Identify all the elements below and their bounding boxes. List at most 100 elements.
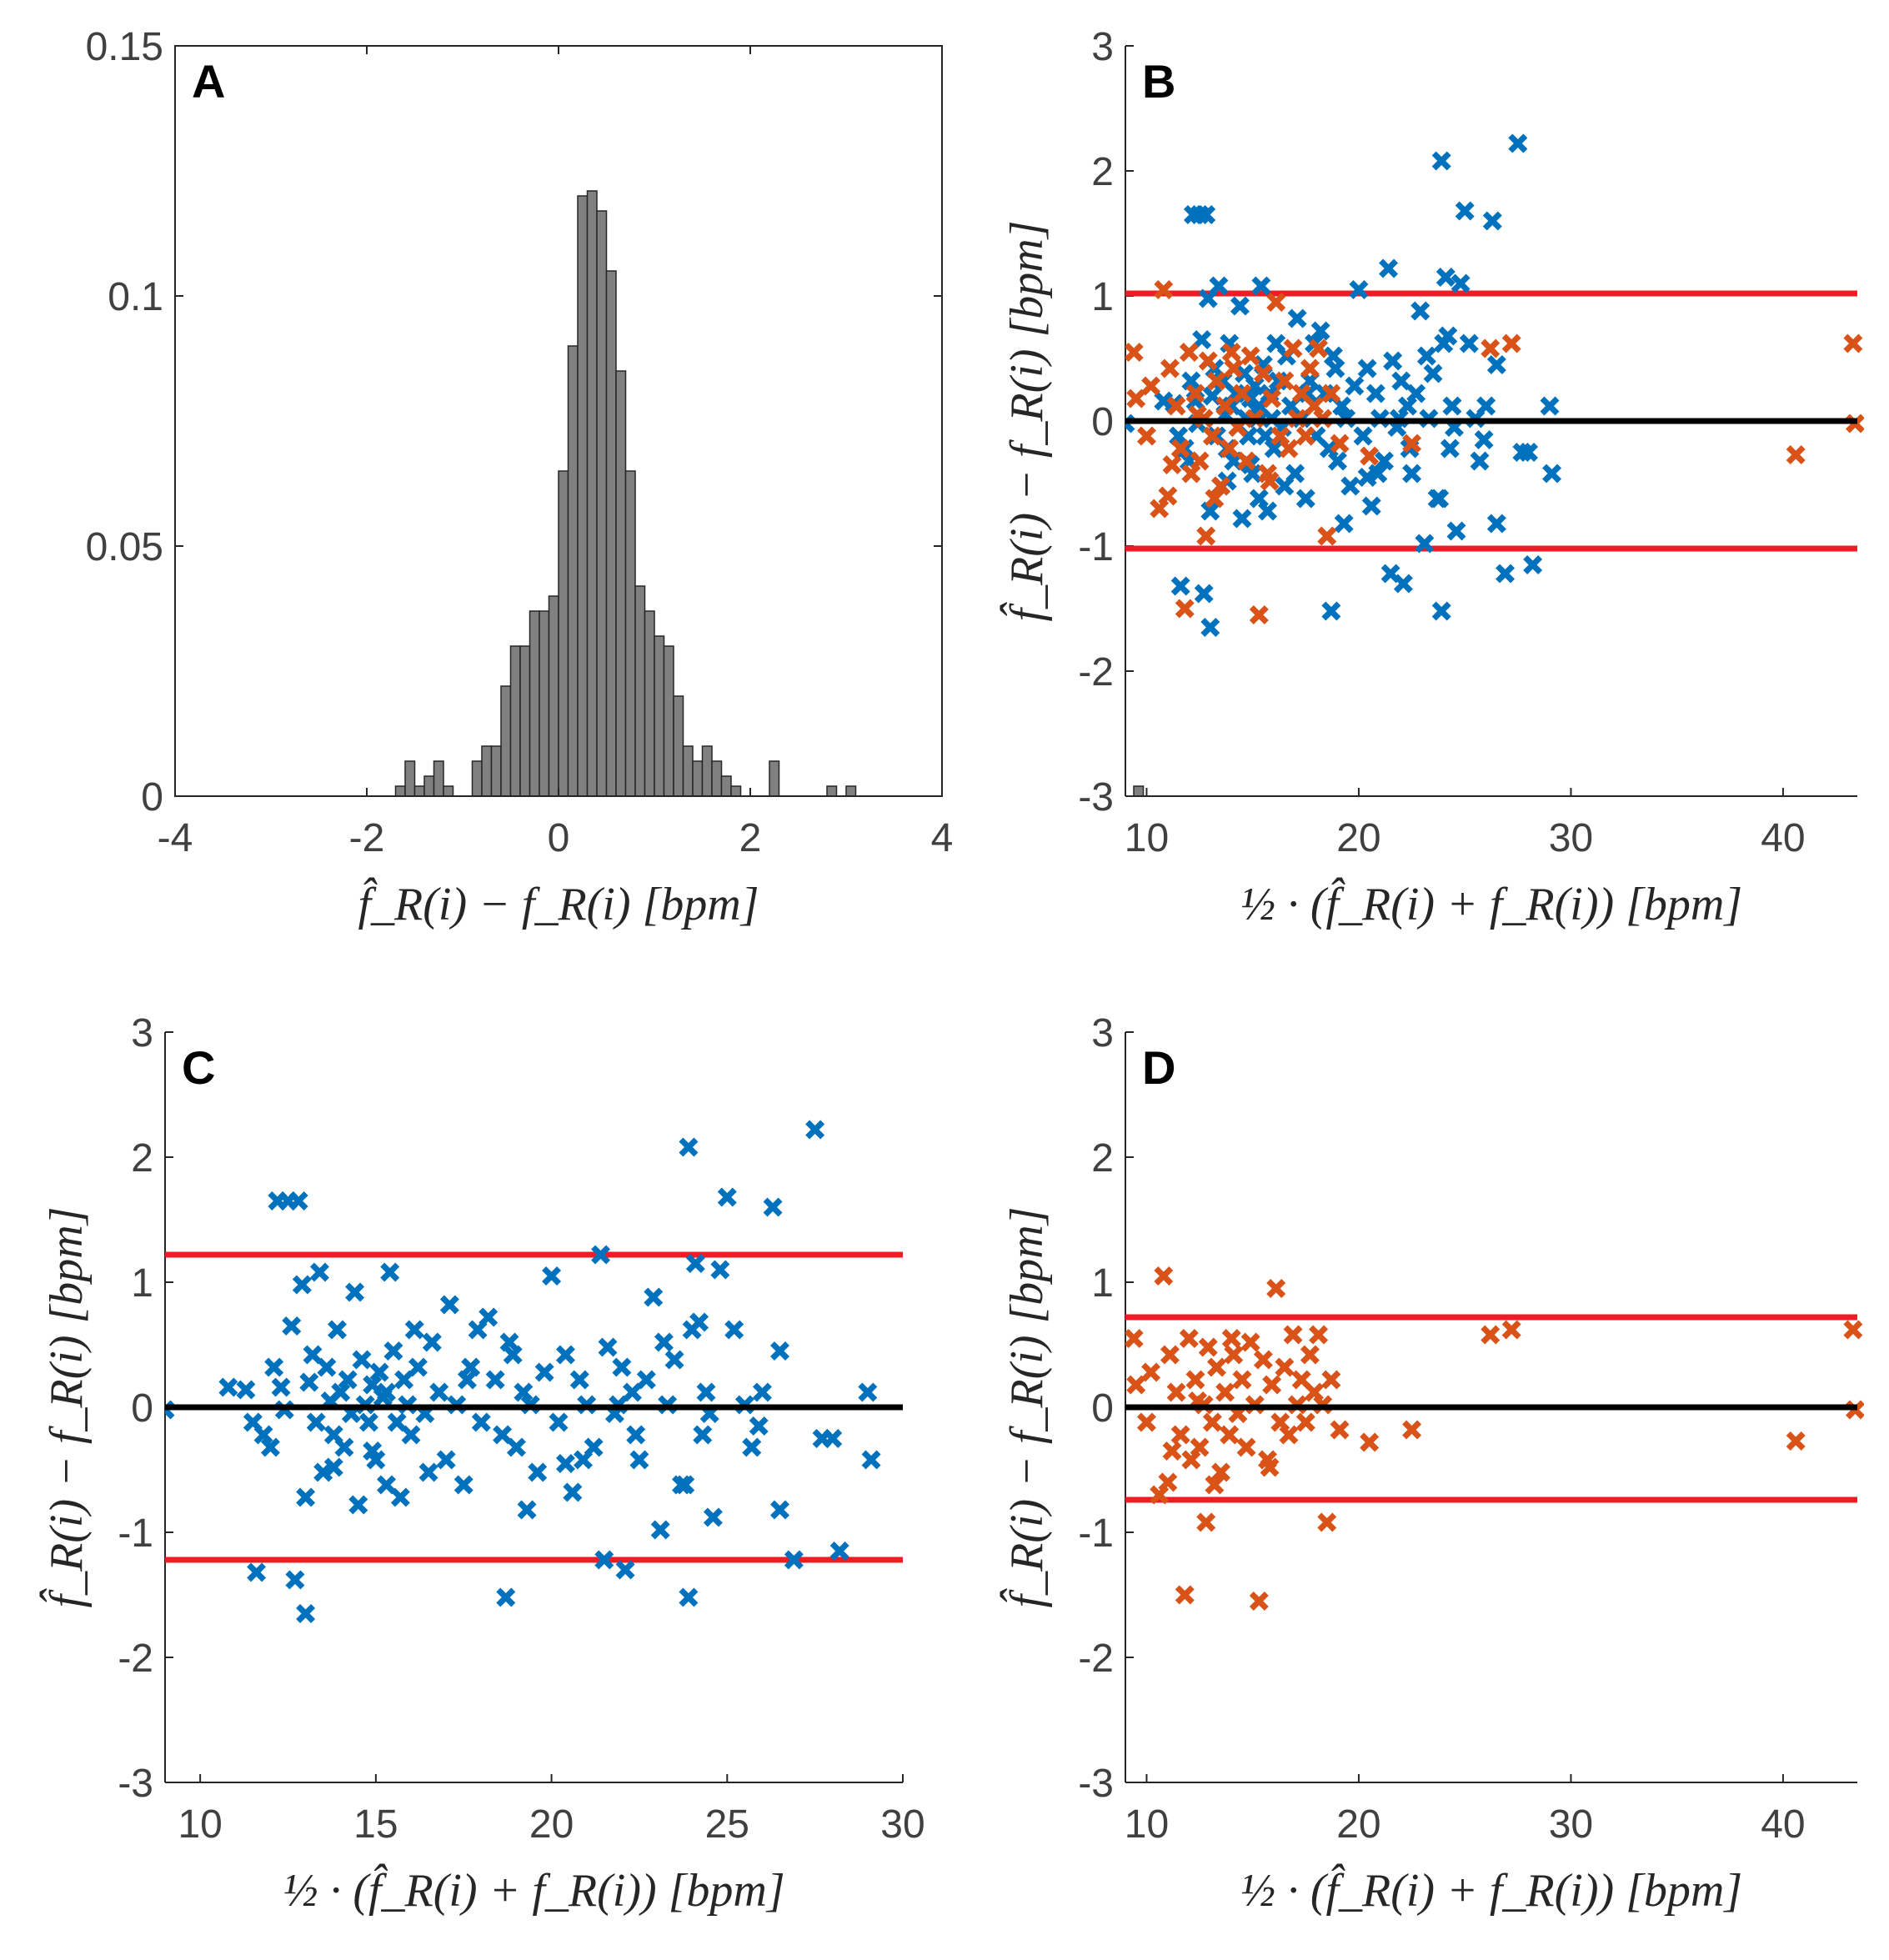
scatter-point-orange bbox=[1211, 476, 1230, 496]
x-tick-label: 15 bbox=[353, 1802, 398, 1847]
scatter-point-orange bbox=[1136, 1412, 1156, 1432]
histogram-bar bbox=[769, 760, 780, 797]
scatter-point-blue bbox=[1442, 396, 1462, 416]
histogram-bar bbox=[500, 685, 512, 797]
scatter-point-blue bbox=[404, 1320, 424, 1340]
scatter-point-blue bbox=[742, 1437, 762, 1457]
scatter-point-blue bbox=[1423, 363, 1443, 383]
histogram-bar bbox=[539, 610, 550, 797]
scatter-point-blue bbox=[1353, 426, 1373, 446]
scatter-point-blue bbox=[858, 1382, 878, 1402]
scatter-point-blue bbox=[1170, 576, 1190, 596]
scatter-point-blue bbox=[1508, 133, 1528, 153]
scatter-point-orange bbox=[1262, 1375, 1282, 1395]
scatter-point-blue bbox=[569, 1370, 589, 1390]
scatter-point-blue bbox=[752, 1382, 772, 1402]
scatter-point-blue bbox=[338, 1370, 358, 1390]
scatter-point-orange bbox=[1125, 1329, 1144, 1348]
scatter-point-blue bbox=[644, 1287, 664, 1307]
histogram-bar bbox=[529, 610, 540, 797]
histogram-bar bbox=[567, 345, 579, 797]
scatter-point-blue bbox=[363, 1441, 383, 1461]
scatter-point-blue bbox=[1391, 371, 1411, 391]
scatter-point-blue bbox=[1200, 501, 1220, 521]
scatter-point-blue bbox=[1446, 521, 1466, 541]
scatter-point-blue bbox=[636, 1370, 656, 1390]
scatter-point-blue bbox=[331, 1382, 351, 1402]
plot-area bbox=[1125, 1266, 1864, 1611]
y-tick-label: 0 bbox=[1091, 1386, 1114, 1431]
y-tick-label: -1 bbox=[1078, 525, 1114, 569]
scatter-point-blue bbox=[1438, 326, 1458, 346]
scatter-point-blue bbox=[1325, 358, 1345, 378]
scatter-point-blue bbox=[654, 1332, 674, 1352]
y-tick-label: 3 bbox=[131, 1011, 153, 1055]
scatter-point-blue bbox=[1430, 489, 1450, 509]
histogram-bar bbox=[413, 785, 425, 797]
scatter-point-orange bbox=[1260, 1457, 1280, 1477]
scatter-point-blue bbox=[282, 1316, 302, 1336]
scatter-point-blue bbox=[377, 1475, 396, 1495]
scatter-point-blue bbox=[555, 1345, 575, 1365]
scatter-point-blue bbox=[1192, 330, 1212, 349]
scatter-point-blue bbox=[390, 1487, 410, 1507]
scatter-point-orange bbox=[1220, 1425, 1240, 1445]
histogram-bar bbox=[663, 645, 674, 797]
scatter-point-blue bbox=[408, 1357, 428, 1377]
y-tick-label: -3 bbox=[1078, 775, 1114, 820]
scatter-point-blue bbox=[236, 1380, 256, 1400]
scatter-point-blue bbox=[299, 1372, 319, 1392]
scatter-point-orange bbox=[1220, 439, 1240, 459]
scatter-point-orange bbox=[1360, 446, 1380, 466]
scatter-point-blue bbox=[303, 1345, 323, 1365]
scatter-point-blue bbox=[1410, 301, 1431, 321]
scatter-point-orange bbox=[1179, 343, 1199, 362]
scatter-point-blue bbox=[1540, 396, 1560, 416]
scatter-point-orange bbox=[1141, 376, 1161, 396]
scatter-point-blue bbox=[770, 1500, 789, 1520]
scatter-point-blue bbox=[496, 1587, 516, 1607]
scatter-point-blue bbox=[345, 1282, 365, 1302]
scatter-point-blue bbox=[724, 1320, 744, 1340]
scatter-point-blue bbox=[461, 1357, 481, 1377]
scatter-point-orange bbox=[1160, 1345, 1180, 1365]
scatter-point-blue bbox=[805, 1120, 825, 1140]
scatter-point-orange bbox=[1309, 1325, 1329, 1345]
scatter-point-orange bbox=[1158, 1472, 1178, 1492]
scatter-point-blue bbox=[383, 1341, 403, 1361]
scatter-point-orange bbox=[1196, 526, 1216, 546]
panel-d: 10 20 30 40 -3 -2 -1 0 1 2 3D ½ · (f̂_R(i) + f_R(i)… bbox=[999, 1011, 1864, 1917]
y-tick-label: 3 bbox=[1091, 1011, 1114, 1055]
scatter-point-orange bbox=[1158, 486, 1178, 506]
scatter-point-blue bbox=[598, 1337, 618, 1357]
y-tick-label: 1 bbox=[1091, 1261, 1114, 1306]
scatter-point-orange bbox=[1291, 1370, 1311, 1390]
scatter-point-blue bbox=[591, 1245, 611, 1265]
scatter-point-orange bbox=[1236, 1437, 1256, 1457]
scatter-point-blue bbox=[823, 1429, 843, 1448]
scatter-point-blue bbox=[503, 1345, 523, 1365]
scatter-point-orange bbox=[1232, 1370, 1252, 1390]
x-tick-label: -4 bbox=[158, 816, 193, 860]
histogram-bar bbox=[682, 745, 694, 797]
scatter-point-orange bbox=[1295, 426, 1315, 446]
scatter-point-orange bbox=[1300, 1345, 1320, 1365]
scatter-point-blue bbox=[1393, 574, 1413, 594]
scatter-point-orange bbox=[1501, 333, 1521, 353]
scatter-point-orange bbox=[1175, 1585, 1195, 1605]
scatter-point-blue bbox=[260, 1437, 280, 1457]
scatter-point-blue bbox=[1482, 211, 1502, 231]
scatter-point-orange bbox=[1501, 1320, 1521, 1340]
scatter-point-orange bbox=[1275, 1357, 1295, 1377]
scatter-point-blue bbox=[784, 1550, 804, 1570]
scatter-point-blue bbox=[542, 1266, 562, 1286]
scatter-point-orange bbox=[1221, 343, 1241, 362]
scatter-point-orange bbox=[1170, 439, 1190, 459]
scatter-point-blue bbox=[1334, 514, 1354, 534]
y-tick-label: 0 bbox=[131, 1386, 153, 1431]
y-tick-label: 2 bbox=[1091, 1136, 1114, 1181]
panel-letter: D bbox=[1142, 1041, 1175, 1094]
y-axis-label: f̂_R(i) − f_R(i) [bpm] bbox=[999, 1206, 1053, 1607]
scatter-point-blue bbox=[1258, 501, 1277, 521]
scatter-point-orange bbox=[1786, 1431, 1806, 1451]
